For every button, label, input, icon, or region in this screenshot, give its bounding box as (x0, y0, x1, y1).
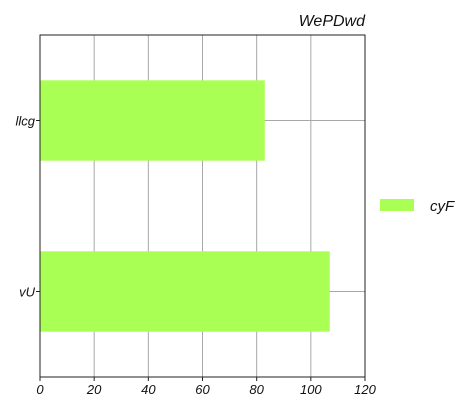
bar-vU (40, 251, 330, 332)
legend-label-cyF: cyF (430, 198, 455, 215)
axes: 0 20 40 60 80 100 120 llcg vU (15, 114, 376, 398)
chart-title: WePDwd (299, 13, 366, 30)
bar-llcg (40, 80, 265, 161)
legend: cyF (380, 198, 455, 215)
bars (40, 80, 330, 332)
x-tick-label-120: 120 (354, 382, 376, 397)
x-tick-label-100: 100 (300, 382, 322, 397)
legend-swatch-cyF (380, 199, 414, 211)
x-tick-label-40: 40 (141, 382, 156, 397)
x-tick-label-20: 20 (86, 382, 102, 397)
x-tick-label-60: 60 (195, 382, 210, 397)
x-tick-label-0: 0 (36, 382, 44, 397)
y-tick-label-llcg: llcg (15, 114, 35, 129)
x-tick-label-80: 80 (249, 382, 264, 397)
y-tick-label-vU: vU (19, 285, 36, 300)
